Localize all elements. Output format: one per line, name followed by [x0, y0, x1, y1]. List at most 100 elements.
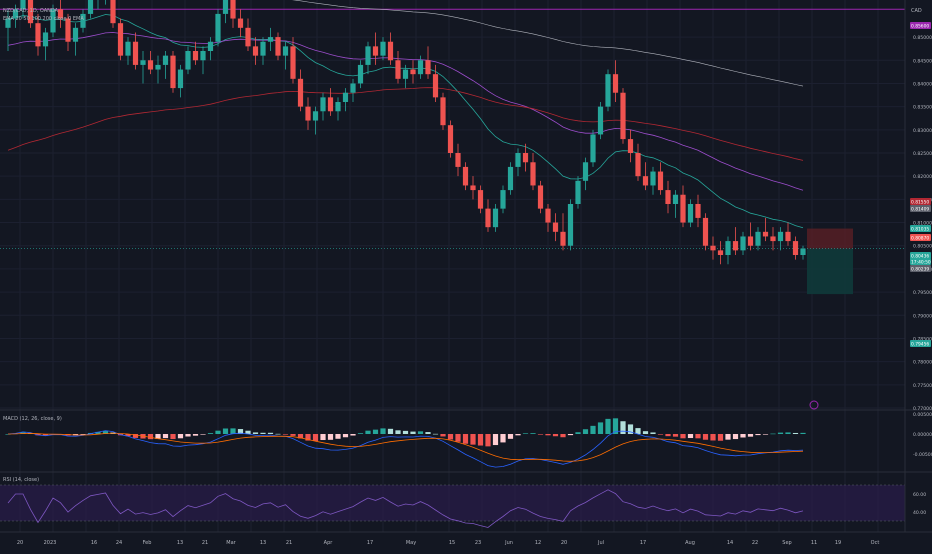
macd-histogram-bar	[215, 430, 221, 434]
currency-label: CAD	[911, 8, 922, 14]
time-tick-label: 14	[727, 540, 733, 546]
macd-histogram-bar	[755, 434, 761, 436]
macd-pane	[0, 409, 932, 468]
time-tick-label: 13	[177, 540, 183, 546]
candle-body	[687, 204, 694, 223]
event-marker-icon[interactable]	[809, 400, 819, 410]
time-tick-label: 21	[286, 540, 292, 546]
signal-line	[7, 432, 804, 462]
macd-histogram-bar	[147, 434, 154, 440]
macd-histogram-bar	[515, 434, 521, 436]
price-tag-text: 17:40:50	[911, 260, 931, 266]
candle-body	[620, 92, 626, 140]
candle-body	[222, 0, 229, 14]
macd-histogram-bar	[312, 434, 319, 441]
time-tick-label: 12	[535, 540, 541, 546]
candle-body	[387, 41, 394, 61]
price-tag-text: 0.81409	[911, 207, 929, 213]
candle-body	[50, 9, 56, 33]
candle-body	[800, 248, 806, 255]
macd-histogram-bar	[42, 434, 49, 436]
candle-body	[530, 162, 536, 186]
macd-histogram-bar	[657, 434, 664, 435]
macd-histogram-bar	[222, 428, 229, 434]
candle-body	[357, 64, 364, 84]
candle-body	[762, 231, 769, 237]
candle-body	[635, 153, 641, 177]
time-tick-label: Oct	[871, 540, 880, 546]
macd-histogram-bar	[185, 434, 191, 437]
candle-body	[117, 23, 124, 56]
candle-body	[695, 204, 701, 218]
candle-body	[582, 162, 589, 181]
candle-body	[125, 41, 131, 56]
candle-body	[320, 97, 326, 112]
macd-histogram-bar	[762, 434, 769, 435]
indicator-label: EMA 20 50 100 200 close 0 EMA	[3, 16, 84, 22]
candle-body	[777, 231, 784, 242]
time-tick-label: 20	[17, 540, 23, 546]
macd-histogram-bar	[792, 432, 799, 434]
price-tick-label: 0.77500	[913, 383, 932, 389]
macd-histogram-bar	[162, 434, 169, 439]
candle-body	[747, 236, 754, 246]
macd-histogram-bar	[290, 434, 296, 436]
candle-body	[147, 60, 154, 70]
macd-histogram-bar	[432, 433, 439, 435]
rsi-pane	[0, 471, 932, 528]
time-tick-label: 15	[449, 540, 455, 546]
macd-histogram-bar	[267, 432, 274, 434]
candle-body	[612, 74, 619, 93]
candle-body	[447, 125, 454, 153]
macd-histogram-bar	[177, 434, 184, 439]
candle-body	[725, 241, 731, 255]
macd-histogram-bar	[395, 430, 401, 434]
candles[interactable]	[5, 0, 806, 265]
macd-histogram-bar	[95, 431, 101, 434]
candle-body	[552, 222, 559, 232]
price-tag-box	[910, 225, 931, 232]
macd-histogram-bar	[207, 433, 214, 434]
macd-histogram-bar	[785, 432, 791, 434]
macd-histogram-bar	[687, 434, 694, 439]
candle-body	[260, 41, 266, 56]
time-tick-label: 17	[367, 540, 373, 546]
macd-histogram-bar	[192, 434, 199, 436]
candle-body	[792, 241, 799, 255]
time-tick-label: 22	[752, 540, 758, 546]
rsi-scale-label: 40.00	[913, 510, 926, 516]
candle-body	[417, 60, 424, 75]
macd-histogram-bar	[80, 434, 86, 435]
candle-body	[740, 236, 746, 251]
candle-body	[35, 23, 41, 47]
candle-body	[5, 18, 11, 28]
time-tick-label: 21	[202, 540, 208, 546]
macd-histogram-bar	[665, 434, 671, 437]
time-tick-label: Jul	[597, 540, 604, 546]
price-tag-box	[910, 258, 931, 265]
candle-body	[545, 208, 551, 223]
price-tick-label: 0.78000	[913, 360, 932, 366]
candle-body	[65, 18, 71, 42]
time-tick-label: 20	[561, 540, 567, 546]
candle-body	[305, 106, 311, 121]
rsi-line	[7, 489, 804, 528]
time-tick-label: 24	[116, 540, 122, 546]
time-tick-label: 17	[640, 540, 646, 546]
candle-body	[155, 64, 161, 70]
macd-histogram-bar	[305, 434, 311, 441]
macd-histogram-bar	[320, 434, 326, 441]
candle-body	[455, 153, 461, 167]
candle-body	[597, 106, 604, 135]
candle-body	[785, 231, 791, 242]
price-tick-label: 0.82000	[913, 174, 932, 180]
candle-body	[162, 55, 169, 65]
macd-scale-label: 0.00000	[913, 432, 932, 438]
rsi-band	[0, 485, 905, 521]
candle-body	[672, 194, 679, 204]
candle-body	[395, 60, 401, 79]
macd-histogram-bar	[560, 434, 566, 438]
